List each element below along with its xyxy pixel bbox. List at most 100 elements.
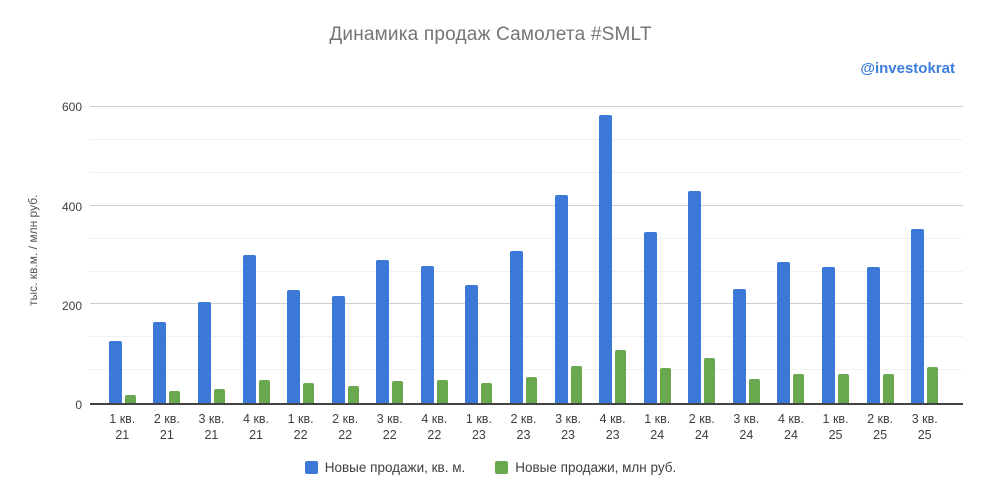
x-axis-label: 4 кв. 23: [599, 412, 626, 442]
x-axis-label: 2 кв. 22: [332, 412, 359, 442]
bar-rub: [615, 349, 627, 403]
gridline-minor: [90, 237, 963, 239]
bar-sqm: [866, 267, 880, 403]
bar-group: [189, 95, 234, 403]
chart-title: Динамика продаж Самолета #SMLT: [329, 24, 652, 45]
bar-group: [769, 95, 814, 403]
bar-rub: [927, 366, 939, 403]
gridline-major: [90, 106, 963, 108]
bar-group: [635, 95, 680, 403]
bar-rub: [838, 374, 850, 403]
bar-sqm: [153, 321, 167, 403]
bar-rub: [570, 365, 582, 403]
bar-sqm: [242, 255, 256, 403]
bar-rub: [748, 379, 760, 403]
bar-group: [100, 95, 145, 403]
bar-group: [680, 95, 725, 403]
gridline-minor: [90, 369, 963, 371]
bar-rub: [347, 385, 359, 403]
bar-groups: [100, 95, 947, 403]
bar-rub: [659, 367, 671, 403]
x-axis-label: 4 кв. 21: [243, 412, 270, 442]
bar-group: [145, 95, 190, 403]
y-tick-label: 200: [61, 298, 82, 313]
bar-sqm: [599, 114, 613, 403]
bar-rub: [258, 379, 270, 403]
bar-group: [412, 95, 457, 403]
x-axis-label: 2 кв. 21: [153, 412, 180, 442]
x-axis-label: 2 кв. 24: [688, 412, 715, 442]
bar-rub: [213, 388, 225, 403]
x-axis-label: 3 кв. 22: [376, 412, 403, 442]
bar-sqm: [287, 289, 301, 403]
x-axis-label: 3 кв. 24: [733, 412, 760, 442]
legend-item-rub: Новые продажи, млн руб.: [495, 460, 676, 475]
bar-sqm: [911, 229, 925, 403]
x-axis-label: 3 кв. 23: [555, 412, 582, 442]
bar-rub: [704, 357, 716, 403]
bar-group: [546, 95, 591, 403]
gridline-major: [90, 303, 963, 305]
bar-sqm: [197, 301, 211, 403]
legend-swatch-green: [495, 461, 509, 474]
x-axis-label: 1 кв. 25: [822, 412, 849, 442]
bar-sqm: [509, 251, 523, 403]
bar-sqm: [331, 295, 345, 403]
x-axis-label: 4 кв. 24: [777, 412, 804, 442]
legend-label-rub: Новые продажи, млн руб.: [515, 460, 677, 475]
bar-group: [902, 95, 947, 403]
bar-rub: [303, 383, 315, 403]
bar-rub: [525, 376, 537, 403]
bar-sqm: [732, 288, 746, 403]
bar-group: [278, 95, 323, 403]
bar-rub: [436, 379, 448, 403]
bar-sqm: [822, 267, 836, 403]
y-tick-label: 0: [75, 398, 82, 412]
bar-rub: [124, 394, 136, 403]
bar-sqm: [108, 341, 122, 403]
bar-rub: [392, 380, 404, 403]
y-tick-label: 400: [61, 199, 82, 214]
bar-rub: [481, 383, 493, 403]
bar-group: [234, 95, 279, 403]
bar-sqm: [643, 231, 657, 403]
gridline-minor: [90, 270, 963, 272]
y-tick-label: 600: [61, 100, 82, 115]
bar-sqm: [777, 262, 791, 403]
bar-rub: [793, 373, 805, 403]
bar-group: [724, 95, 769, 403]
bar-group: [457, 95, 502, 403]
bar-group: [590, 95, 635, 403]
gridline-minor: [90, 139, 963, 141]
x-axis-label: 2 кв. 23: [510, 412, 537, 442]
bar-group: [323, 95, 368, 403]
bar-sqm: [554, 195, 568, 403]
x-axis-labels: 1 кв. 21 2 кв. 21 3 кв. 21 4 кв. 21 1 кв. 22 2 кв.…: [100, 411, 947, 443]
legend: Новые продажи, кв. м. Новые продажи, млн…: [0, 460, 981, 475]
bar-sqm: [420, 265, 434, 403]
x-axis-label: 3 кв. 25: [911, 412, 938, 442]
y-axis-ticks: 0 200 400 600: [38, 95, 82, 412]
bar-sqm: [376, 259, 390, 403]
legend-swatch-blue: [304, 461, 318, 474]
x-axis-label: 1 кв. 22: [287, 412, 314, 442]
x-axis-label: 2 кв. 25: [867, 412, 894, 442]
plot-area: [90, 95, 963, 405]
x-axis-label: 1 кв. 21: [109, 412, 136, 442]
bar-group: [367, 95, 412, 403]
x-axis-label: 1 кв. 23: [465, 412, 492, 442]
legend-item-sqm: Новые продажи, кв. м.: [304, 460, 465, 475]
gridline-major: [90, 204, 963, 206]
x-axis-label: 4 кв. 22: [421, 412, 448, 442]
watermark-text: @investokrat: [860, 60, 955, 77]
bar-rub: [882, 373, 894, 403]
x-axis-label: 3 кв. 21: [198, 412, 225, 442]
gridline-minor: [90, 336, 963, 338]
bar-sqm: [688, 191, 702, 403]
x-axis-label: 1 кв. 24: [644, 412, 671, 442]
bar-rub: [169, 390, 181, 403]
gridline-minor: [90, 172, 963, 174]
bar-group: [858, 95, 903, 403]
bar-sqm: [465, 284, 479, 403]
